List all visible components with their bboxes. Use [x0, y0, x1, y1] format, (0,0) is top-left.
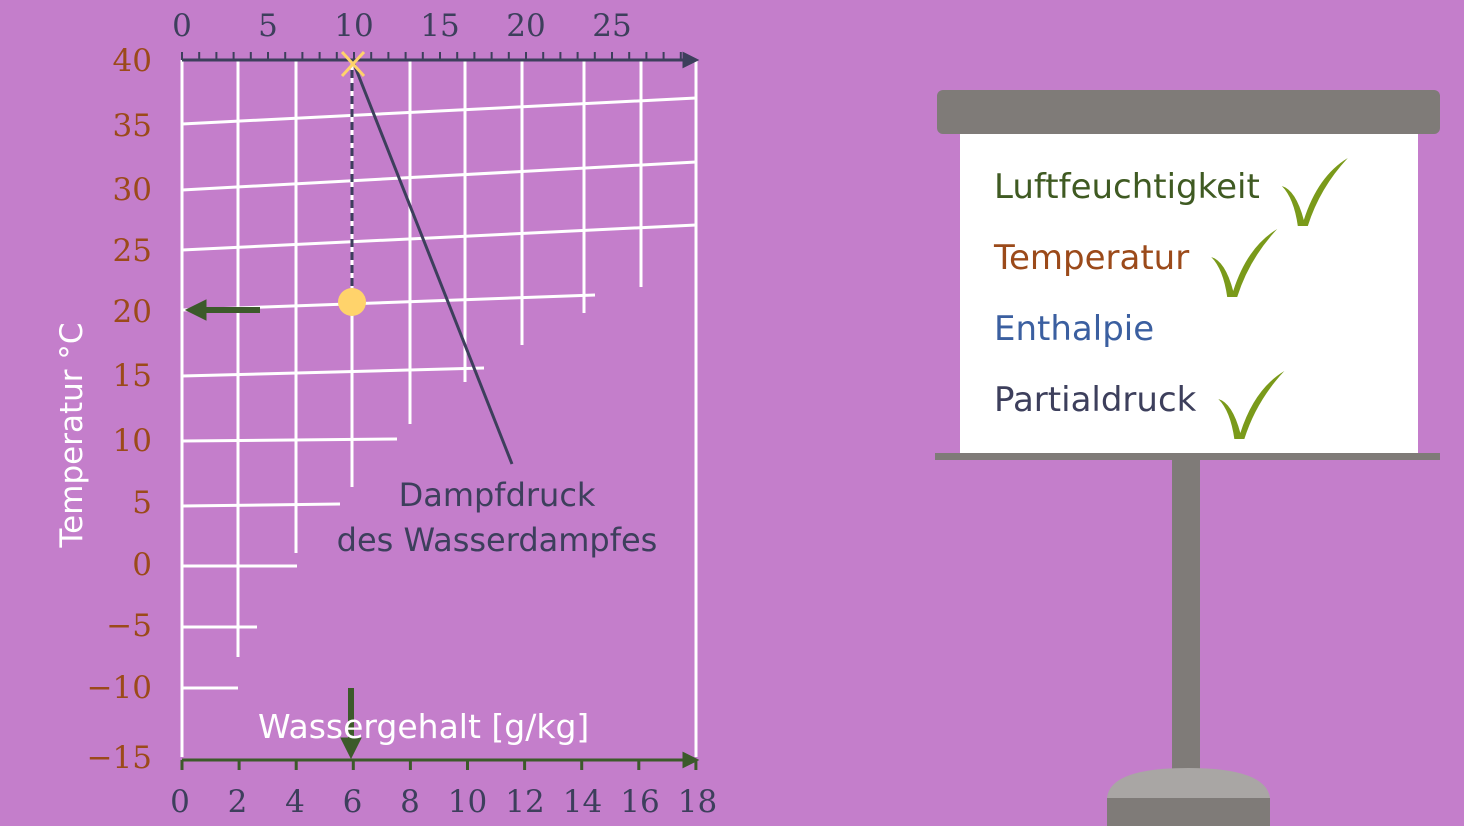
tick-label: 15 [420, 8, 459, 44]
bottom-ticks [180, 760, 698, 770]
tick-label: 30 [113, 172, 152, 208]
top-labels: 0 5 10 15 20 25 [172, 8, 632, 44]
tick-label: 25 [113, 233, 152, 269]
state-point [338, 288, 366, 316]
tick-label: −10 [87, 670, 152, 706]
cross [340, 50, 366, 78]
y-title: Temperatur °C [54, 323, 90, 549]
top-axis [182, 51, 700, 69]
tick-label: 0 [132, 547, 152, 583]
board-item: Enthalpie [994, 309, 1154, 349]
left-labels: 40 35 30 25 20 15 10 5 0 −5 −10 −15 [87, 43, 152, 776]
x-title: Wassergehalt [g/kg] [258, 707, 589, 746]
tick-label: 25 [592, 8, 631, 44]
tick-label: −5 [106, 608, 152, 644]
tick-label: 35 [113, 108, 152, 144]
tick-label: 0 [170, 784, 190, 820]
tick-label: 10 [113, 423, 152, 459]
tick-label: 20 [506, 8, 545, 44]
tick-label: 8 [400, 784, 420, 820]
tick-label: 20 [113, 294, 152, 330]
board [935, 90, 1440, 826]
tick-label: 6 [343, 784, 363, 820]
board-items: Luftfeuchtigkeit Temperatur Enthalpie Parti… [993, 158, 1348, 439]
tick-label: 10 [334, 8, 373, 44]
check-mark [1281, 158, 1348, 226]
tick-label: 10 [448, 784, 487, 820]
tick-label: 18 [678, 784, 717, 820]
tick-label: 4 [285, 784, 305, 820]
tick-label: 40 [113, 43, 152, 79]
tick-label: 12 [505, 784, 544, 820]
arrows [184, 299, 362, 760]
board-item: Partialdruck [994, 380, 1197, 420]
tick-label: −15 [87, 740, 152, 776]
bottom-labels: 0 2 4 6 8 10 12 14 16 18 [170, 784, 717, 820]
tick-label: 5 [132, 485, 152, 521]
tick-label: 16 [620, 784, 659, 820]
annotation: Dampfdruck [399, 476, 596, 514]
check-mark [1218, 371, 1285, 439]
board-item: Luftfeuchtigkeit [994, 167, 1260, 207]
check-mark [1211, 229, 1278, 297]
pressure-line [352, 63, 514, 465]
annotation: des Wasserdampfes [337, 521, 658, 559]
grid [180, 60, 698, 757]
tick-label: 0 [172, 8, 192, 44]
tick-label: 2 [228, 784, 248, 820]
tick-label: 15 [113, 358, 152, 394]
bottom-axis [182, 751, 700, 769]
board-item: Temperatur [993, 238, 1189, 278]
tick-label: 14 [563, 784, 602, 820]
tick-label: 5 [258, 8, 278, 44]
top-ticks [181, 52, 682, 60]
